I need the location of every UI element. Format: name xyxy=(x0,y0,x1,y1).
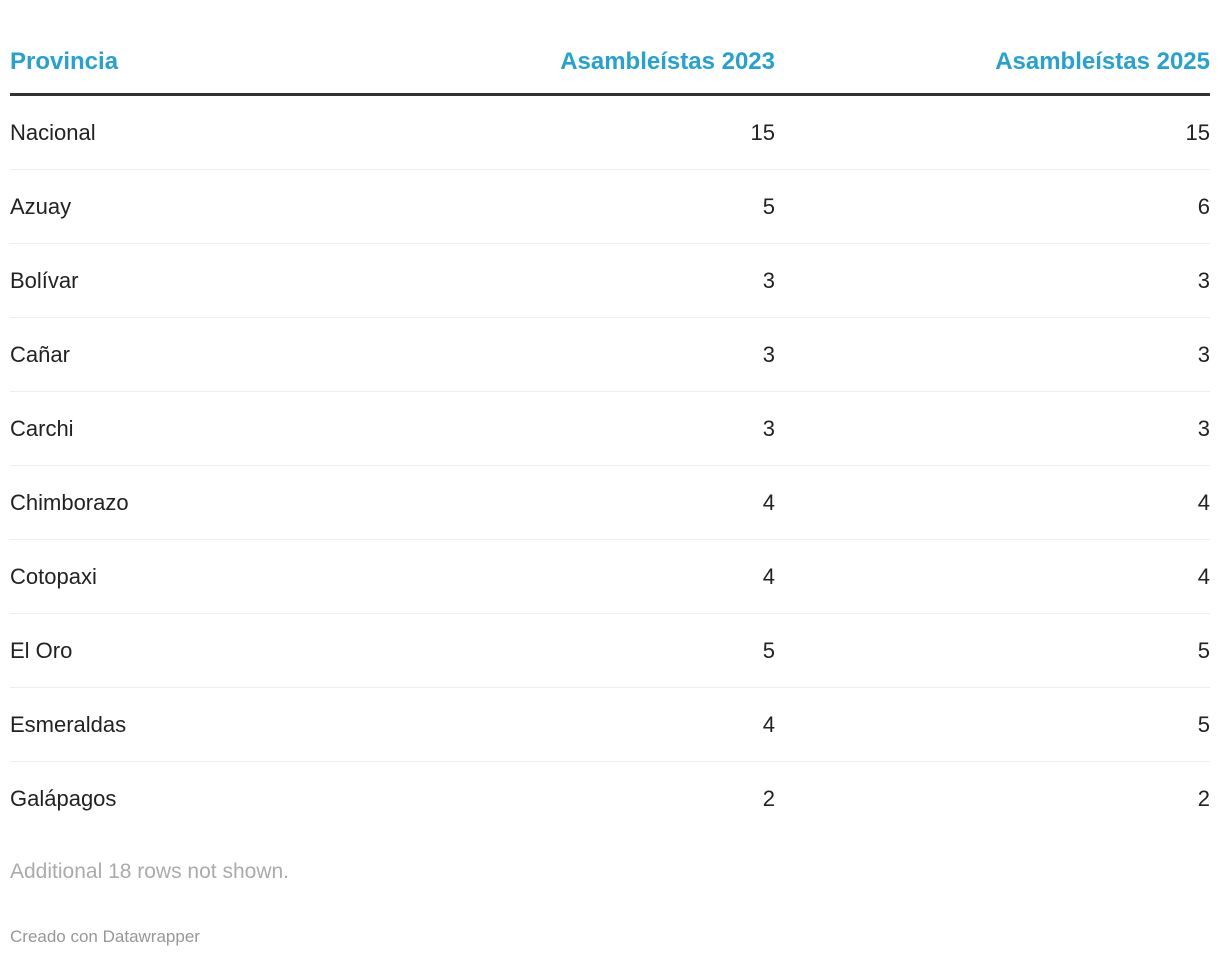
cell-asambleistas-2023: 4 xyxy=(762,563,775,589)
table-row: Chimborazo 4 4 xyxy=(10,466,1210,540)
table-row: Nacional 15 15 xyxy=(10,96,1210,170)
datawrapper-attribution-link[interactable]: Creado con Datawrapper xyxy=(10,927,200,946)
cell-asambleistas-2023: 5 xyxy=(762,637,775,663)
table-row: Cotopaxi 4 4 xyxy=(10,540,1210,614)
cell-provincia: Galápagos xyxy=(10,786,117,811)
cell-provincia: Chimborazo xyxy=(10,489,129,515)
table-header-row: Provincia Asambleístas 2023 Asambleístas… xyxy=(10,0,1210,96)
cell-provincia: Cotopaxi xyxy=(10,563,97,589)
cell-asambleistas-2025: 6 xyxy=(1197,193,1210,219)
cell-asambleistas-2025: 3 xyxy=(1197,341,1210,367)
cell-asambleistas-2023: 3 xyxy=(762,267,775,293)
cell-provincia: Carchi xyxy=(10,415,74,441)
table-row: El Oro 5 5 xyxy=(10,614,1210,688)
cell-asambleistas-2025: 5 xyxy=(1197,637,1210,663)
table-row: Cañar 3 3 xyxy=(10,318,1210,392)
cell-provincia: Azuay xyxy=(10,193,72,219)
table-body: Nacional 15 15 Azuay 5 6 Bolívar 3 3 Cañar 3 3 Carch… xyxy=(10,96,1210,836)
cell-provincia: Esmeraldas xyxy=(10,711,127,737)
cell-provincia: El Oro xyxy=(10,637,73,663)
column-header-provincia: Provincia xyxy=(10,48,119,75)
column-header-asambleistas-2023: Asambleístas 2023 xyxy=(560,48,775,75)
cell-asambleistas-2023: 2 xyxy=(762,786,775,811)
cell-asambleistas-2023: 15 xyxy=(750,119,775,145)
table-row: Azuay 5 6 xyxy=(10,170,1210,244)
cell-asambleistas-2025: 15 xyxy=(1185,119,1210,145)
cell-provincia: Bolívar xyxy=(10,267,79,293)
table-row: Esmeraldas 4 5 xyxy=(10,688,1210,762)
cell-asambleistas-2025: 4 xyxy=(1197,563,1210,589)
table-row: Carchi 3 3 xyxy=(10,392,1210,466)
cell-asambleistas-2025: 4 xyxy=(1197,489,1210,515)
cell-asambleistas-2023: 3 xyxy=(762,415,775,441)
table-row: Bolívar 3 3 xyxy=(10,244,1210,318)
cell-asambleistas-2025: 3 xyxy=(1197,415,1210,441)
additional-rows-note: Additional 18 rows not shown. xyxy=(10,860,289,883)
cell-asambleistas-2025: 2 xyxy=(1197,786,1210,811)
cell-asambleistas-2023: 4 xyxy=(762,489,775,515)
cell-asambleistas-2023: 3 xyxy=(762,341,775,367)
cell-asambleistas-2025: 3 xyxy=(1197,267,1210,293)
cell-provincia: Cañar xyxy=(10,341,70,367)
cell-asambleistas-2023: 4 xyxy=(762,711,775,737)
column-header-asambleistas-2025: Asambleístas 2025 xyxy=(995,48,1210,75)
cell-provincia: Nacional xyxy=(10,119,96,145)
cell-asambleistas-2025: 5 xyxy=(1197,711,1210,737)
table-row: Galápagos 2 2 xyxy=(10,762,1210,836)
cell-asambleistas-2023: 5 xyxy=(762,193,775,219)
